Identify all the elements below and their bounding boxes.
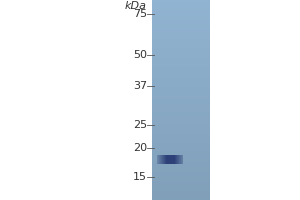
Text: kDa: kDa [125, 1, 147, 11]
Text: 20: 20 [133, 143, 147, 153]
Text: 37: 37 [133, 81, 147, 91]
Text: 75: 75 [133, 9, 147, 19]
Text: 25: 25 [133, 120, 147, 130]
Text: 50: 50 [133, 50, 147, 60]
Text: 15: 15 [133, 172, 147, 182]
